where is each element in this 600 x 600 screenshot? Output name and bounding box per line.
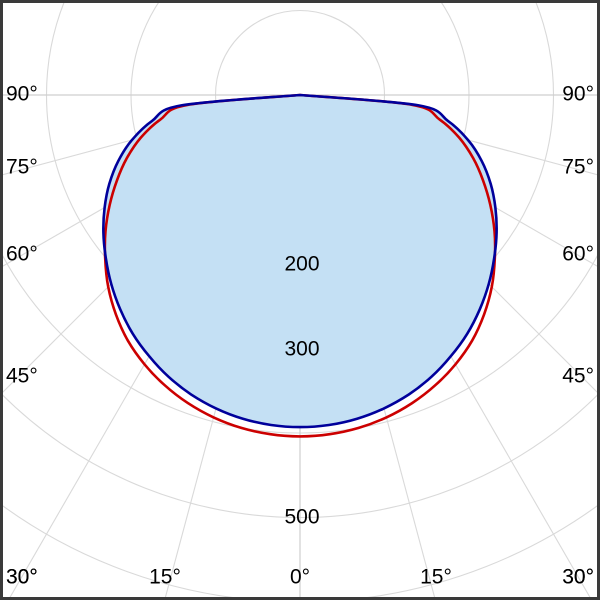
radial-label-200: 200 — [284, 253, 319, 276]
tick-label-right-75: 75° — [562, 156, 594, 179]
tick-label-bottom-30-left: 30° — [6, 566, 38, 589]
radial-label-500: 500 — [284, 506, 319, 529]
tick-label-left-45: 45° — [6, 365, 38, 388]
angular-tick-labels-bottom: 30° 15° 0° 15° 30° — [6, 566, 594, 589]
curve-c0-c180 — [102, 93, 498, 429]
tick-label-bottom-30-right: 30° — [562, 566, 594, 589]
angular-tick-labels-left: 90° 75° 60° 45° 30° — [6, 83, 38, 589]
radial-label-300: 300 — [284, 338, 319, 361]
tick-label-right-90: 90° — [562, 83, 594, 106]
curve-c90-c270 — [103, 93, 497, 438]
tick-label-left-30: 30° — [6, 566, 38, 589]
distribution-fill-area — [103, 95, 497, 428]
tick-label-left-90: 90° — [6, 83, 38, 106]
angular-tick-labels-right: 90° 75° 60° 45° 30° — [562, 83, 594, 589]
tick-label-right-60: 60° — [562, 243, 594, 266]
radial-value-labels: 200 300 500 — [284, 253, 319, 529]
tick-label-bottom-15-left: 15° — [149, 566, 181, 589]
tick-label-left-60: 60° — [6, 243, 38, 266]
tick-label-bottom-0: 0° — [290, 566, 310, 589]
tick-label-right-30: 30° — [562, 566, 594, 589]
tick-label-left-75: 75° — [6, 156, 38, 179]
tick-label-right-45: 45° — [562, 365, 594, 388]
tick-label-bottom-15-right: 15° — [420, 566, 452, 589]
